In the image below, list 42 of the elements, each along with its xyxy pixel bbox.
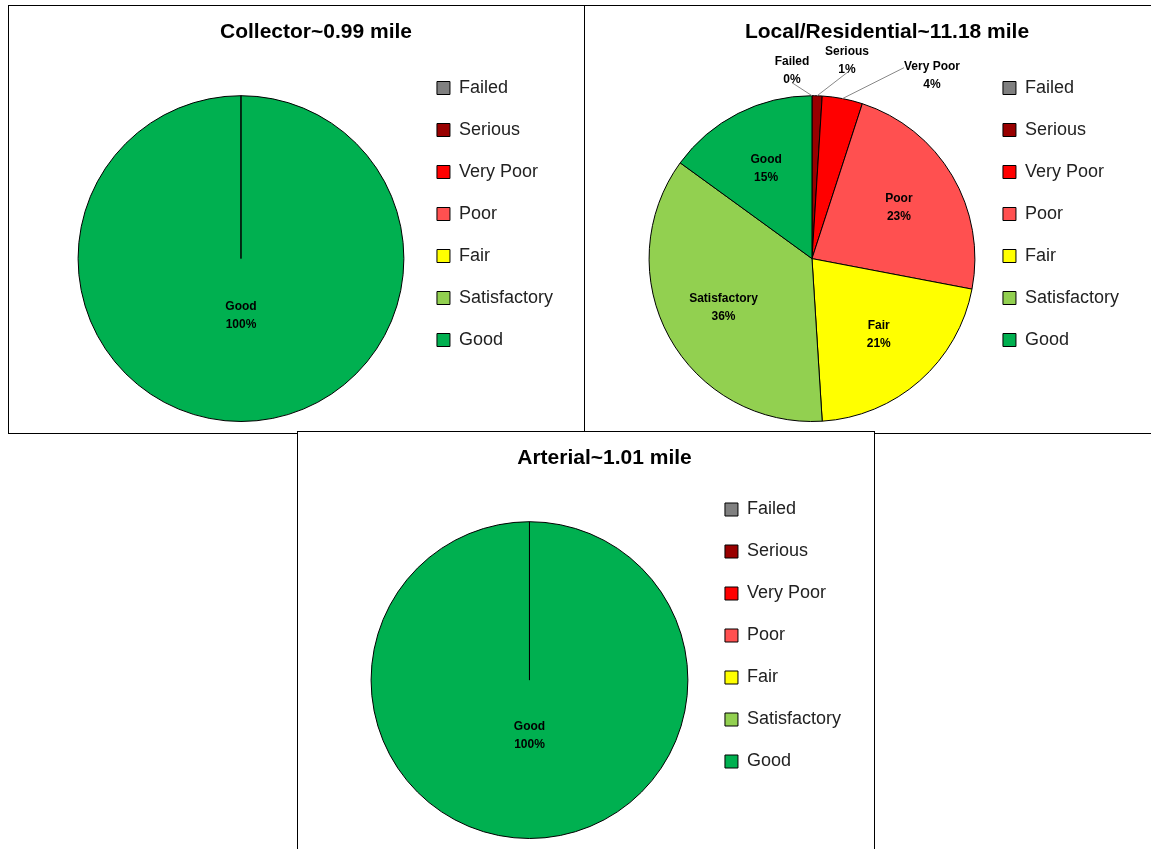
- slice-label: Good: [513, 718, 546, 733]
- data-label: 21%: [866, 335, 892, 350]
- legend-label: Failed: [458, 76, 508, 97]
- legend-label: Poor: [1024, 202, 1063, 223]
- legend-label: Satisfactory: [458, 286, 554, 307]
- data-label: 4%: [923, 77, 941, 92]
- legend-label: Failed: [746, 498, 796, 519]
- category-label: Failed: [774, 54, 810, 69]
- chart-title: Arterial~1.01 mile: [517, 445, 692, 469]
- legend-label: Failed: [1024, 76, 1074, 97]
- chart-title: Local/Residential~11.18 mile: [744, 19, 1030, 43]
- data-label: 15%: [754, 169, 779, 184]
- legend-label: Serious: [1024, 118, 1086, 139]
- legend-label: Satisfactory: [746, 708, 842, 729]
- slice-label: Good: [750, 151, 782, 166]
- slice-label: Poor: [885, 190, 913, 205]
- data-label: 1%: [838, 62, 856, 77]
- chart-title: Collector~0.99 mile: [219, 19, 413, 43]
- legend-label: Serious: [746, 540, 808, 561]
- slice-label: Very Poor: [903, 59, 961, 74]
- data-label: 36%: [711, 308, 736, 323]
- legend-label: Very Poor: [458, 160, 539, 181]
- legend-label: Fair: [458, 244, 490, 265]
- slice-label: Fair: [867, 317, 891, 332]
- data-label: 100%: [225, 316, 257, 331]
- slice-label: Serious: [824, 44, 870, 59]
- legend-label: Good: [1024, 328, 1070, 349]
- legend-label: Fair: [1024, 244, 1056, 265]
- data-label: 100%: [514, 736, 546, 751]
- legend-label: Very Poor: [746, 582, 827, 603]
- slice-label: Satisfactory: [689, 290, 759, 305]
- text: 0%: [783, 72, 801, 87]
- slice-label: Good: [225, 298, 257, 313]
- legend-label: Satisfactory: [1024, 286, 1120, 307]
- legend-label: Very Poor: [1024, 160, 1105, 181]
- legend-label: Fair: [746, 666, 778, 687]
- legend-label: Poor: [458, 202, 497, 223]
- legend-label: Poor: [746, 624, 785, 645]
- legend-label: Good: [458, 328, 504, 349]
- legend-label: Serious: [458, 118, 520, 139]
- data-label: 23%: [886, 208, 912, 223]
- legend-label: Good: [746, 750, 792, 771]
